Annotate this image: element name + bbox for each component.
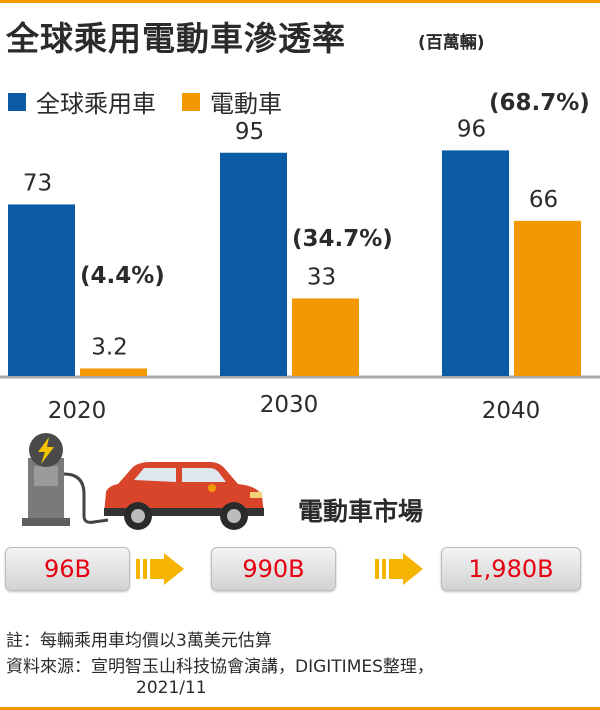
data-label: 3.2 — [91, 334, 128, 360]
bar-passenger-cars-2040 — [442, 150, 509, 376]
bottom-rule — [0, 707, 600, 710]
legend-item-passenger-cars: 全球乘用車 — [8, 84, 156, 119]
top-rule — [0, 0, 600, 3]
arrow-right-icon — [375, 553, 423, 585]
unit-label: (百萬輛) — [418, 33, 485, 53]
electric-car-icon — [104, 462, 264, 530]
x-tick-label: 2030 — [260, 392, 319, 418]
bar-chart: 73 3.2 2020 95 33 2030 96 66 2040 (4.4%) (34.7%) (6… — [0, 90, 600, 424]
penetration-rate-annotation: (4.4%) — [80, 263, 165, 289]
x-tick-label: 2040 — [482, 398, 541, 424]
footnote: 註：每輛乘用車均價以3萬美元估算 — [6, 631, 272, 651]
legend-swatch-blue — [8, 92, 26, 111]
data-label: 33 — [307, 264, 336, 290]
market-title: 電動車市場 — [298, 497, 424, 526]
arrow-right-icon — [136, 553, 184, 585]
chart-title: 全球乘用電動車滲透率 — [6, 19, 346, 58]
bar-ev-2030 — [292, 298, 359, 376]
bar-passenger-cars-2030 — [220, 152, 287, 376]
bar-ev-2040 — [514, 220, 581, 376]
market-value-2020: 96B — [5, 547, 130, 591]
penetration-rate-annotation: (68.7%) — [489, 90, 590, 116]
source-note: 資料來源：宣明智玉山科技協會演講，DIGITIMES整理， — [6, 657, 434, 677]
legend-label-passenger-cars: 全球乘用車 — [36, 90, 156, 118]
market-value-2030: 990B — [211, 547, 336, 591]
x-tick-label: 2020 — [48, 398, 107, 424]
charging-station-icon — [22, 433, 109, 526]
bar-ev-2020 — [80, 368, 147, 376]
source-date: 2021/11 — [136, 678, 207, 698]
bar-passenger-cars-2020 — [8, 204, 75, 376]
data-label: 66 — [529, 187, 558, 213]
legend-item-ev: 電動車 — [182, 84, 282, 119]
market-value-2040: 1,980B — [441, 547, 581, 591]
data-label: 96 — [457, 116, 486, 142]
data-label: 95 — [235, 119, 264, 145]
data-label: 73 — [23, 170, 52, 196]
legend-swatch-orange — [182, 92, 200, 111]
legend: 全球乘用車 電動車 — [8, 84, 308, 119]
ev-charging-illustration — [22, 433, 264, 530]
penetration-rate-annotation: (34.7%) — [292, 226, 393, 252]
legend-label-ev: 電動車 — [210, 90, 282, 118]
